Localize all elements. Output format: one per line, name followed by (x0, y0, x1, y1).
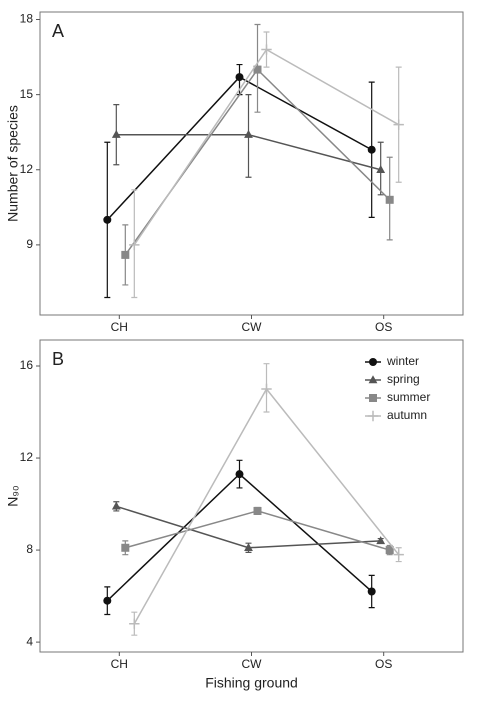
marker (129, 618, 140, 629)
plot-frame (39, 339, 464, 653)
marker (367, 145, 376, 154)
panel-label: B (52, 349, 64, 369)
y-axis-label: Number of species (5, 105, 21, 222)
x-tick-label: OS (375, 320, 392, 334)
y-tick-label: 15 (20, 87, 34, 101)
marker (235, 73, 244, 82)
marker (369, 358, 377, 366)
y-axis-label: N₉₀ (5, 485, 21, 507)
legend-label: spring (387, 372, 420, 386)
marker (111, 501, 121, 510)
y-tick-label: 4 (26, 634, 33, 648)
y-tick-label: 9 (26, 237, 33, 251)
y-tick-label: 18 (20, 12, 34, 26)
marker (261, 44, 272, 55)
series-line (125, 510, 390, 551)
marker (244, 542, 253, 551)
marker (385, 546, 394, 555)
series-line (133, 387, 400, 625)
series-line (116, 505, 381, 549)
marker (376, 536, 386, 545)
marker (244, 129, 253, 138)
marker (393, 119, 404, 130)
marker (261, 383, 272, 395)
marker (368, 375, 378, 384)
x-axis-label: Fishing ground (205, 675, 298, 691)
legend-label: winter (386, 354, 419, 368)
legend-label: summer (387, 390, 430, 404)
marker (367, 587, 376, 596)
marker (385, 195, 394, 204)
x-tick-label: CH (111, 657, 128, 671)
marker (121, 543, 130, 552)
marker (129, 239, 140, 251)
marker (121, 250, 130, 259)
y-tick-label: 16 (20, 358, 34, 372)
marker (111, 129, 121, 138)
y-tick-label: 12 (20, 162, 34, 176)
panel-label: A (52, 21, 64, 41)
marker (253, 65, 262, 74)
legend-label: autumn (387, 408, 427, 422)
marker (103, 215, 112, 224)
x-tick-label: OS (375, 657, 392, 671)
y-tick-label: 12 (20, 450, 34, 464)
marker (253, 506, 262, 515)
marker (367, 410, 379, 422)
plot-frame (39, 11, 464, 316)
marker (393, 549, 404, 560)
x-tick-label: CH (111, 320, 128, 334)
y-tick-label: 8 (26, 542, 33, 556)
marker (369, 394, 377, 402)
marker (235, 470, 244, 479)
x-tick-label: CW (242, 320, 263, 334)
series-line (106, 473, 373, 602)
marker (103, 596, 112, 605)
x-tick-label: CW (242, 657, 263, 671)
marker (376, 164, 386, 173)
series-line (106, 76, 373, 221)
